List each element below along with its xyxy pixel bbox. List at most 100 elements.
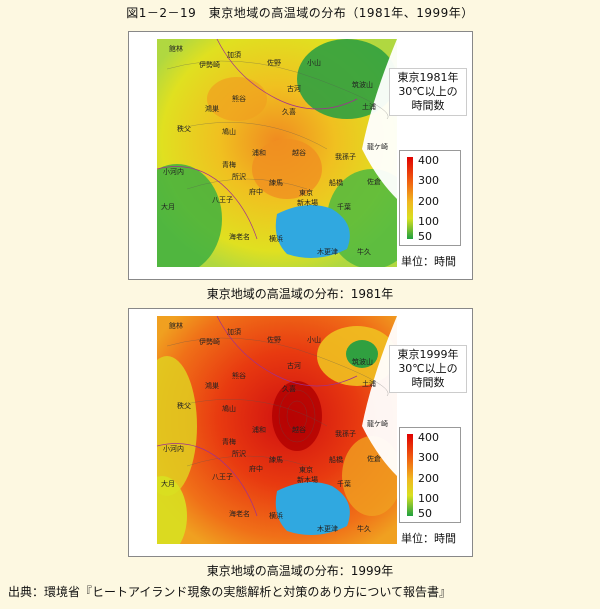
legend-tick: 100	[418, 492, 439, 505]
place-label: 所沢	[232, 449, 246, 458]
place-label: 館林	[169, 44, 183, 53]
place-label: 浦和	[252, 425, 266, 434]
place-label: 府中	[249, 187, 263, 196]
place-label: 佐倉	[367, 177, 381, 186]
legend-tick: 50	[418, 507, 432, 520]
place-label: 千葉	[337, 479, 351, 488]
legend-unit: 単位：時間	[399, 252, 458, 270]
place-label: 船橋	[329, 178, 343, 187]
place-label: 秩父	[177, 124, 191, 133]
legend-tick: 400	[418, 154, 439, 167]
place-label: 鳩山	[222, 404, 236, 413]
place-label: 龍ケ崎	[367, 419, 388, 428]
place-label: 小河内	[163, 444, 184, 453]
legend-tick: 400	[418, 431, 439, 444]
place-label: 青梅	[222, 437, 236, 446]
legend-tick: 300	[418, 451, 439, 464]
place-label: 八王子	[212, 196, 233, 204]
legend-tick: 50	[418, 230, 432, 243]
place-label: 木更津	[317, 524, 338, 533]
place-label: 鳩山	[222, 127, 236, 136]
place-label: 大月	[161, 202, 175, 211]
place-label: 佐野	[267, 58, 281, 67]
legend-1981: 400 300 200 100 50	[399, 150, 461, 246]
source-note: 出典：環境省『ヒートアイランド現象の実態解析と対策のあり方について報告書』	[8, 585, 452, 599]
place-label: 小河内	[163, 167, 184, 176]
year-label-line: 30℃以上の	[398, 85, 458, 98]
place-label: 東京	[299, 465, 313, 474]
legend-tick: 100	[418, 215, 439, 228]
place-label: 伊勢崎	[199, 60, 220, 69]
place-label: 越谷	[292, 148, 306, 157]
place-labels-1999: 館林 加須 佐野 小山 伊勢崎 熊谷 古河 筑波山 土浦 鴻巣 久喜 秩父 鳩山…	[161, 321, 388, 533]
legend-tick: 200	[418, 472, 439, 485]
place-label: 筑波山	[352, 357, 373, 366]
place-label: 船橋	[329, 455, 343, 464]
place-label: 練馬	[269, 455, 283, 464]
place-label: 佐倉	[367, 454, 381, 463]
place-label: 熊谷	[232, 94, 246, 103]
place-label: 我孫子	[335, 152, 356, 161]
place-label: 木更津	[317, 247, 338, 256]
place-label: 古河	[287, 361, 301, 370]
place-label: 龍ケ崎	[367, 142, 388, 151]
place-label: 久喜	[282, 384, 296, 393]
legend-1999: 400 300 200 100 50	[399, 427, 461, 523]
place-label: 館林	[169, 321, 183, 330]
place-label: 所沢	[232, 172, 246, 181]
place-label: 筑波山	[352, 80, 373, 89]
place-label: 新木場	[297, 475, 318, 484]
place-label: 練馬	[269, 178, 283, 187]
place-label: 牛久	[357, 247, 371, 256]
place-label: 越谷	[292, 425, 306, 434]
figure-title: 図1－2－19 東京地域の高温域の分布（1981年、1999年）	[126, 6, 474, 20]
place-label: 小山	[307, 58, 321, 67]
place-label: 海老名	[229, 232, 250, 241]
legend-color-bar	[407, 157, 413, 239]
year-label-line: 東京1981年	[397, 71, 459, 84]
place-label: 小山	[307, 335, 321, 344]
place-label: 千葉	[337, 202, 351, 211]
caption-1999: 東京地域の高温域の分布：1999年	[206, 564, 394, 578]
place-label: 鴻巣	[205, 381, 219, 390]
year-label-line: 30℃以上の	[398, 362, 458, 375]
legend-unit: 単位：時間	[399, 529, 458, 547]
place-label: 八王子	[212, 473, 233, 481]
legend-color-bar	[407, 434, 413, 516]
place-label: 伊勢崎	[199, 337, 220, 346]
place-label: 鴻巣	[205, 104, 219, 113]
legend-tick: 300	[418, 174, 439, 187]
caption-1981: 東京地域の高温域の分布：1981年	[206, 287, 394, 301]
year-label-line: 東京1999年	[397, 348, 459, 361]
year-label-line: 時間数	[411, 376, 445, 389]
place-label: 大月	[161, 479, 175, 488]
map-panel-1999: 館林 加須 佐野 小山 伊勢崎 熊谷 古河 筑波山 土浦 鴻巣 久喜 秩父 鳩山…	[128, 308, 473, 557]
place-label: 横浜	[269, 511, 283, 520]
legend-tick: 200	[418, 195, 439, 208]
year-label-line: 時間数	[411, 99, 445, 112]
place-label: 牛久	[357, 524, 371, 533]
heat-map-1999: 館林 加須 佐野 小山 伊勢崎 熊谷 古河 筑波山 土浦 鴻巣 久喜 秩父 鳩山…	[157, 316, 397, 544]
place-label: 横浜	[269, 234, 283, 243]
place-label: 浦和	[252, 148, 266, 157]
place-label: 土浦	[362, 102, 376, 111]
place-label: 青梅	[222, 160, 236, 169]
map-panel-1981: 館林 加須 佐野 小山 伊勢崎 熊谷 古河 筑波山 土浦 鴻巣 久喜 秩父 鳩山…	[128, 31, 473, 280]
place-label: 熊谷	[232, 371, 246, 380]
place-labels-1981: 館林 加須 佐野 小山 伊勢崎 熊谷 古河 筑波山 土浦 鴻巣 久喜 秩父 鳩山…	[161, 44, 388, 256]
place-label: 古河	[287, 84, 301, 93]
heat-map-1981: 館林 加須 佐野 小山 伊勢崎 熊谷 古河 筑波山 土浦 鴻巣 久喜 秩父 鳩山…	[157, 39, 397, 267]
place-label: 府中	[249, 464, 263, 473]
year-label-1999: 東京1999年 30℃以上の 時間数	[389, 345, 467, 393]
year-label-1981: 東京1981年 30℃以上の 時間数	[389, 68, 467, 116]
place-label: 加須	[227, 327, 241, 336]
place-label: 我孫子	[335, 429, 356, 438]
place-label: 土浦	[362, 379, 376, 388]
place-label: 秩父	[177, 401, 191, 410]
place-label: 東京	[299, 188, 313, 197]
place-label: 海老名	[229, 509, 250, 518]
place-label: 佐野	[267, 335, 281, 344]
place-label: 加須	[227, 50, 241, 59]
place-label: 新木場	[297, 198, 318, 207]
place-label: 久喜	[282, 107, 296, 116]
